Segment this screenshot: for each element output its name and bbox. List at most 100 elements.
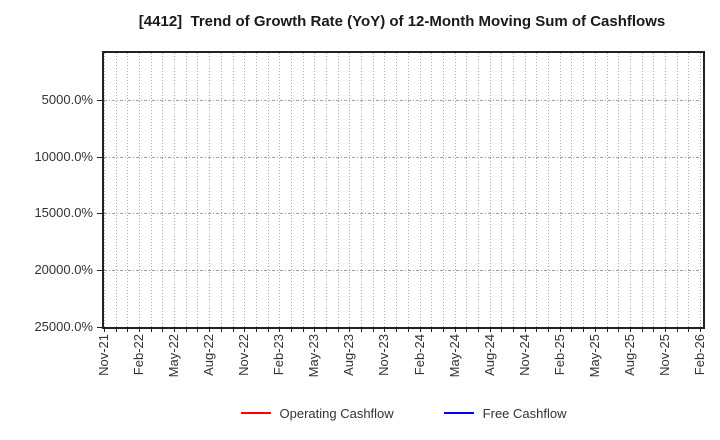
x-tick-label: Feb-26 (692, 334, 707, 376)
x-tick-mark (221, 329, 222, 332)
x-tick-mark (361, 329, 362, 332)
x-tick-mark (630, 329, 631, 332)
x-tick-mark (513, 329, 514, 332)
horizontal-gridline (104, 100, 701, 101)
x-tick-mark (525, 329, 526, 332)
vertical-gridline (607, 53, 608, 327)
x-tick-mark (197, 329, 198, 332)
x-tick-label: Nov-25 (657, 334, 672, 376)
vertical-gridline (560, 53, 561, 327)
vertical-gridline (314, 53, 315, 327)
vertical-gridline (162, 53, 163, 327)
vertical-gridline (116, 53, 117, 327)
x-tick-label: Nov-23 (376, 334, 391, 376)
x-tick-mark (688, 329, 689, 332)
vertical-gridline (642, 53, 643, 327)
vertical-gridline (373, 53, 374, 327)
vertical-gridline (326, 53, 327, 327)
vertical-gridline (268, 53, 269, 327)
operating-cashflow-line-icon (240, 412, 271, 414)
vertical-gridline (361, 53, 362, 327)
vertical-gridline (104, 53, 105, 327)
vertical-gridline (303, 53, 304, 327)
vertical-gridline (349, 53, 350, 327)
x-tick-mark (408, 329, 409, 332)
vertical-gridline (151, 53, 152, 327)
horizontal-gridline (104, 157, 701, 158)
x-tick-mark (420, 329, 421, 332)
vertical-gridline (420, 53, 421, 327)
x-tick-label: Nov-22 (236, 334, 251, 376)
x-tick-mark (139, 329, 140, 332)
x-tick-mark (583, 329, 584, 332)
x-tick-label: Aug-24 (482, 334, 497, 376)
vertical-gridline (665, 53, 666, 327)
vertical-gridline (443, 53, 444, 327)
vertical-gridline (677, 53, 678, 327)
y-tick-label: 25000.0% (34, 319, 93, 334)
x-tick-mark (653, 329, 654, 332)
x-tick-mark (560, 329, 561, 332)
x-tick-mark (642, 329, 643, 332)
vertical-gridline (431, 53, 432, 327)
plot-area-border (102, 51, 705, 329)
x-tick-mark (443, 329, 444, 332)
vertical-gridline (291, 53, 292, 327)
x-tick-label: May-23 (306, 334, 321, 378)
x-tick-mark (466, 329, 467, 332)
y-tick-label: 5000.0% (41, 92, 93, 107)
vertical-gridline (513, 53, 514, 327)
x-tick-mark (291, 329, 292, 332)
x-tick-label: Feb-25 (552, 334, 567, 376)
x-tick-mark (431, 329, 432, 332)
x-tick-label: Feb-22 (131, 334, 146, 376)
vertical-gridline (408, 53, 409, 327)
x-tick-mark (303, 329, 304, 332)
x-tick-label: Nov-24 (517, 334, 532, 376)
y-tick-mark (97, 327, 102, 328)
vertical-gridline (127, 53, 128, 327)
vertical-gridline (700, 53, 701, 327)
x-tick-mark (373, 329, 374, 332)
x-tick-mark (396, 329, 397, 332)
x-tick-mark (607, 329, 608, 332)
x-tick-mark (548, 329, 549, 332)
x-tick-mark (490, 329, 491, 332)
vertical-gridline (490, 53, 491, 327)
y-tick-mark (97, 270, 102, 271)
x-tick-label: Aug-22 (201, 334, 216, 376)
x-tick-mark (104, 329, 105, 332)
y-tick-label: 15000.0% (34, 205, 93, 220)
vertical-gridline (571, 53, 572, 327)
vertical-gridline (174, 53, 175, 327)
vertical-gridline (525, 53, 526, 327)
x-tick-mark (501, 329, 502, 332)
x-tick-mark (233, 329, 234, 332)
vertical-gridline (501, 53, 502, 327)
vertical-gridline (396, 53, 397, 327)
x-tick-mark (174, 329, 175, 332)
legend-label-free-cashflow: Free Cashflow (482, 405, 567, 421)
x-tick-mark (256, 329, 257, 332)
legend-item-free-cashflow: Free Cashflow (443, 405, 567, 421)
vertical-gridline (221, 53, 222, 327)
x-tick-mark (314, 329, 315, 332)
x-tick-mark (162, 329, 163, 332)
x-tick-mark (326, 329, 327, 332)
y-tick-mark (97, 157, 102, 158)
vertical-gridline (209, 53, 210, 327)
vertical-gridline (548, 53, 549, 327)
x-tick-label: Feb-23 (271, 334, 286, 376)
vertical-gridline (630, 53, 631, 327)
x-tick-mark (677, 329, 678, 332)
vertical-gridline (478, 53, 479, 327)
x-tick-mark (209, 329, 210, 332)
x-tick-mark (536, 329, 537, 332)
x-tick-label: Nov-21 (96, 334, 111, 376)
y-tick-label: 10000.0% (34, 149, 93, 164)
x-tick-label: Aug-23 (341, 334, 356, 376)
vertical-gridline (197, 53, 198, 327)
x-tick-mark (338, 329, 339, 332)
vertical-gridline (338, 53, 339, 327)
vertical-gridline (688, 53, 689, 327)
